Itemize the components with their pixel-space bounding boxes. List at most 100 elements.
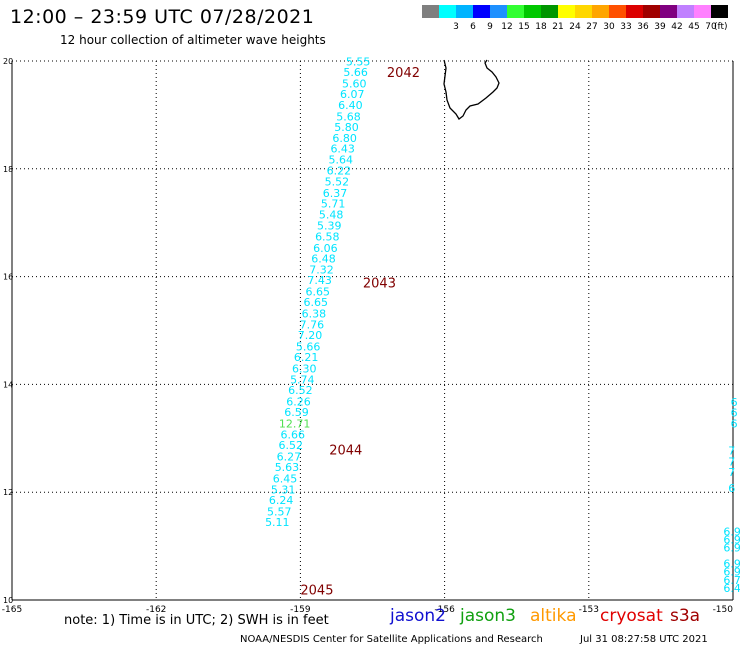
wave-height-points: 5.555.665.606.076.405.685.806.806.435.64… bbox=[265, 55, 740, 595]
wave-height-label: 5.71 bbox=[321, 198, 346, 211]
lon-tick-label: -150 bbox=[713, 605, 734, 615]
credit-line: NOAA/NESDIS Center for Satellite Applica… bbox=[240, 634, 543, 645]
satellite-legend-altika: altika bbox=[530, 606, 577, 626]
wave-height-label: 6.48 bbox=[311, 253, 336, 266]
wave-height-label: 7.76 bbox=[300, 318, 325, 331]
pass-labels: 2042 2043 2044 2045 bbox=[300, 66, 420, 598]
wave-height-label: 5.48 bbox=[319, 208, 344, 221]
satellite-legend-jason2: jason2 bbox=[390, 606, 446, 626]
color-legend-swatch bbox=[592, 5, 609, 18]
wave-height-label: 6.06 bbox=[313, 242, 338, 255]
lat-tick-label: 12 bbox=[3, 488, 13, 497]
color-legend-label: 39 bbox=[654, 22, 666, 32]
footer-note: note: 1) Time is in UTC; 2) SWH is in fe… bbox=[64, 613, 329, 628]
wave-height-label-edge: 6.9 bbox=[723, 541, 740, 554]
color-legend-label: 3 bbox=[453, 22, 459, 32]
page-title: 12:00 – 23:59 UTC 07/28/2021 bbox=[10, 6, 315, 28]
wave-height-label: 6.30 bbox=[292, 363, 317, 376]
color-legend-label: 30 bbox=[603, 22, 615, 32]
wave-height-label-edge: 6.4 bbox=[723, 582, 740, 595]
wave-height-label: 5.80 bbox=[334, 121, 359, 134]
color-legend-label: 21 bbox=[552, 22, 564, 32]
color-legend-swatch bbox=[456, 5, 473, 18]
color-legend-swatch bbox=[473, 5, 490, 18]
color-legend-swatch bbox=[558, 5, 575, 18]
color-legend-label: 15 bbox=[518, 22, 530, 32]
pass-number-label: 2042 bbox=[387, 66, 420, 81]
coastline bbox=[443, 59, 500, 120]
color-legend-swatch bbox=[541, 5, 558, 18]
color-legend-swatch bbox=[422, 5, 439, 18]
axis-ticks: -165 -162 -159 -156 -153 -150 10 12 14 16 18 20 bbox=[2, 57, 733, 615]
wave-height-label: 5.31 bbox=[271, 483, 296, 496]
color-legend-label: 24 bbox=[569, 22, 581, 32]
wave-height-label: 6.07 bbox=[340, 88, 365, 101]
color-legend-swatch bbox=[626, 5, 643, 18]
lat-tick-label: 20 bbox=[3, 57, 13, 66]
wave-height-label: 6.80 bbox=[332, 132, 357, 145]
wave-height-label: 6.59 bbox=[284, 406, 309, 419]
wave-height-label: 6.65 bbox=[305, 285, 330, 298]
wave-height-label-edge: 7 bbox=[728, 444, 735, 457]
wave-height-label: 7.32 bbox=[309, 263, 334, 276]
color-legend-swatch bbox=[677, 5, 694, 18]
wave-height-label: 7.43 bbox=[307, 274, 332, 287]
color-legend-label: 12 bbox=[501, 22, 513, 32]
wave-height-label: 5.57 bbox=[267, 505, 292, 518]
wave-height-label: 5.74 bbox=[290, 373, 315, 386]
color-legend-swatch bbox=[439, 5, 456, 18]
wave-height-label-edge: 6 bbox=[731, 418, 738, 431]
wave-height-label: 5.66 bbox=[296, 340, 321, 353]
lon-tick-label: -159 bbox=[290, 605, 311, 615]
page-subtitle: 12 hour collection of altimeter wave hei… bbox=[60, 33, 326, 47]
color-legend-swatch bbox=[694, 5, 711, 18]
hawaii-island-outline bbox=[443, 59, 500, 120]
wave-height-label: 6.52 bbox=[279, 439, 304, 452]
color-legend-label: 18 bbox=[535, 22, 547, 32]
color-legend-label: 36 bbox=[637, 22, 649, 32]
wave-height-label-edge: 6 bbox=[728, 482, 735, 495]
wave-height-label-edge: 7 bbox=[728, 455, 735, 468]
color-legend-label: 27 bbox=[586, 22, 598, 32]
wave-height-label: 6.65 bbox=[304, 296, 329, 309]
wave-height-label-edge: 6.9 bbox=[723, 525, 740, 538]
color-legend-swatch bbox=[524, 5, 541, 18]
wave-height-label: 6.21 bbox=[294, 351, 319, 364]
wave-height-label-edge: 6 bbox=[731, 396, 738, 409]
color-legend-swatch bbox=[507, 5, 524, 18]
wave-height-label-edge: 6.9 bbox=[723, 566, 740, 579]
wave-height-label: 5.66 bbox=[343, 66, 368, 79]
color-legend-swatch bbox=[575, 5, 592, 18]
lon-tick-label: -153 bbox=[579, 605, 599, 615]
wave-height-label: 6.52 bbox=[288, 384, 313, 397]
wave-height-label-edge: 6.9 bbox=[723, 533, 740, 546]
wave-height-label-edge: 7 bbox=[728, 466, 735, 479]
wave-height-label: 6.66 bbox=[280, 428, 305, 441]
color-legend-label: 33 bbox=[620, 22, 632, 32]
color-legend-label: 6 bbox=[470, 22, 476, 32]
lat-tick-label: 16 bbox=[3, 273, 13, 282]
wave-height-label: 5.64 bbox=[329, 153, 354, 166]
wave-height-label: 6.40 bbox=[338, 99, 363, 112]
wave-height-label: 6.38 bbox=[302, 308, 327, 321]
color-legend-label: 9 bbox=[487, 22, 493, 32]
wave-height-label: 6.58 bbox=[315, 230, 340, 243]
lon-tick-label: -162 bbox=[146, 605, 166, 615]
wave-height-label: 5.68 bbox=[336, 110, 361, 123]
map-grid bbox=[11, 60, 734, 601]
wave-height-label: 6.45 bbox=[273, 472, 298, 485]
wave-height-label: 6.43 bbox=[330, 143, 355, 156]
color-legend-label: 45 bbox=[688, 22, 700, 32]
lat-tick-label: 14 bbox=[3, 380, 13, 389]
wave-height-label: 5.55 bbox=[346, 55, 371, 68]
color-legend-swatch bbox=[660, 5, 677, 18]
satellite-legend-cryosat: cryosat bbox=[600, 606, 663, 626]
wave-height-label: 6.26 bbox=[286, 395, 311, 408]
wave-height-label-edge: 6.9 bbox=[723, 558, 740, 571]
lon-tick-label: -156 bbox=[434, 605, 455, 615]
wave-height-label: 6.27 bbox=[277, 450, 302, 463]
wave-height-label: 12.71 bbox=[279, 418, 311, 431]
satellite-legend-jason3: jason3 bbox=[460, 606, 516, 626]
generated-timestamp: Jul 31 08:27:58 UTC 2021 bbox=[580, 634, 708, 645]
